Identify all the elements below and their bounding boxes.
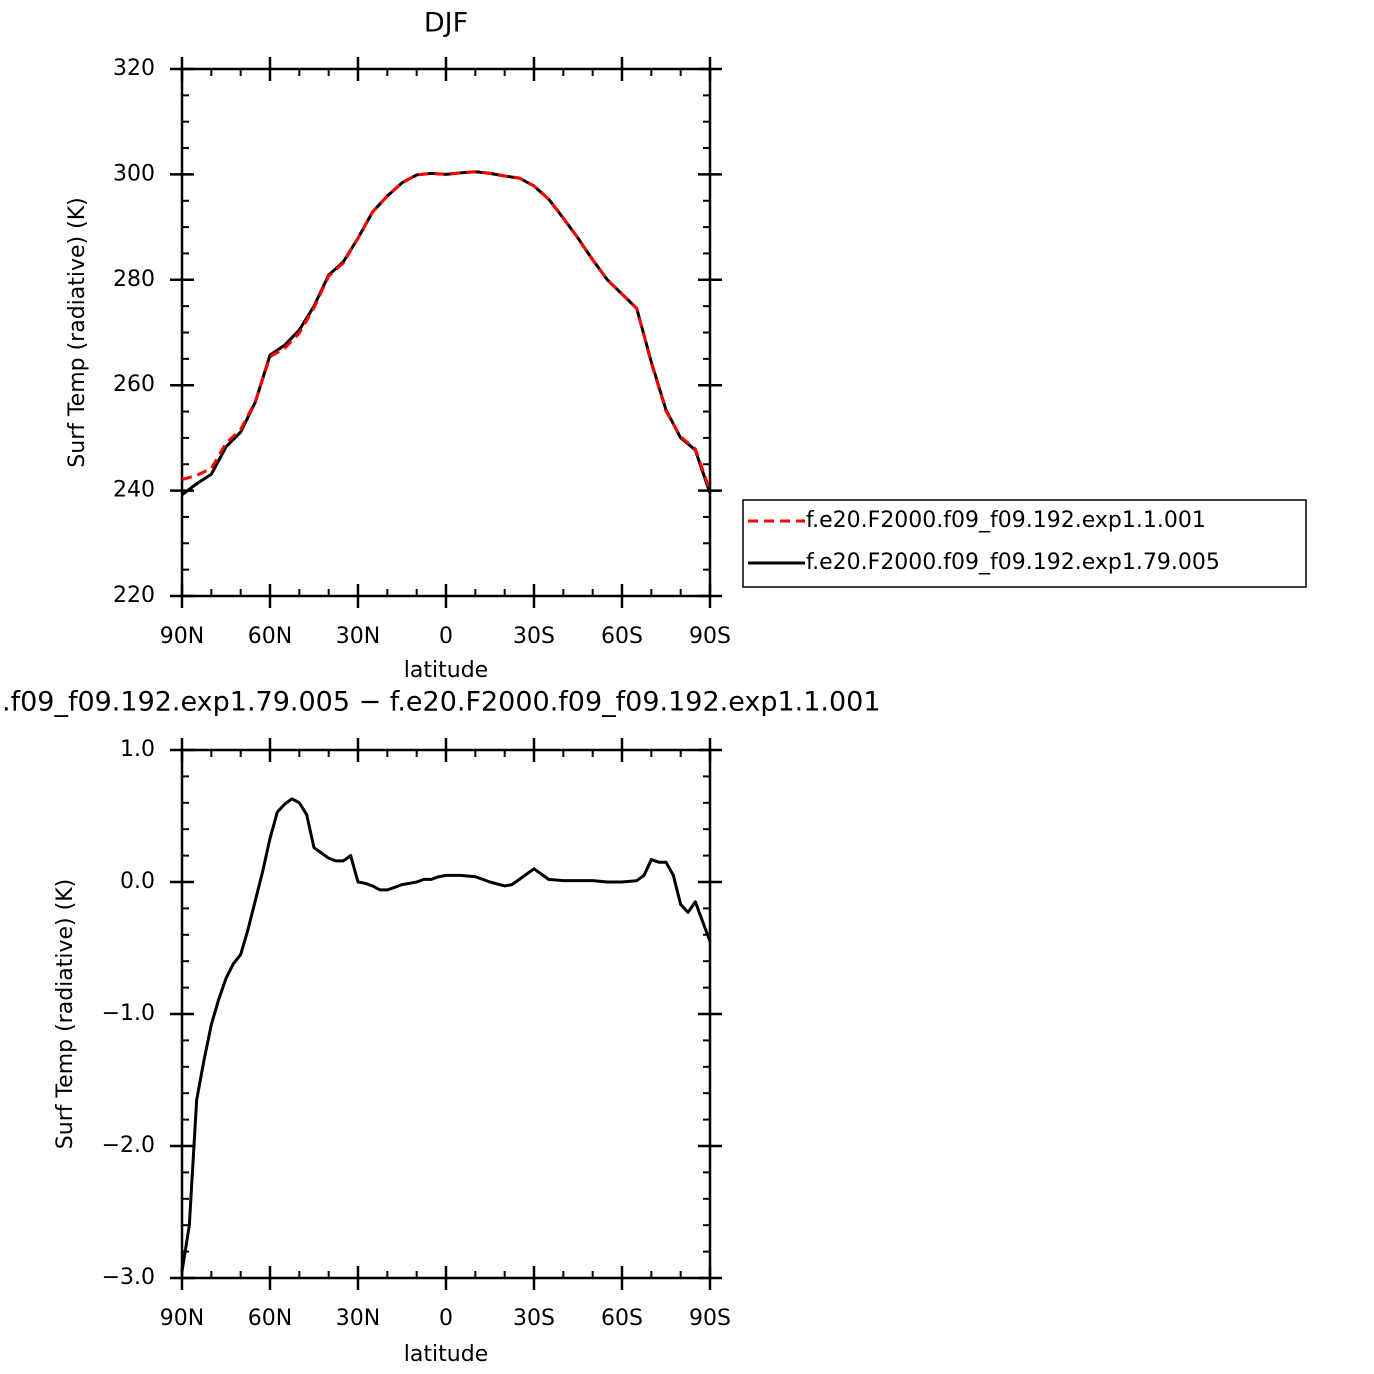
y-tick-label: 0.0 [120, 869, 155, 894]
legend-box [742, 499, 1307, 588]
plot-frame [180, 748, 712, 1280]
x-tick-label: 60S [601, 1306, 643, 1331]
y-tick-label: 260 [113, 372, 155, 397]
y-tick-label: 280 [113, 267, 155, 292]
y-tick-label: 300 [113, 161, 155, 186]
x-tick-label: 60N [248, 624, 292, 649]
data-line [180, 797, 712, 1272]
x-tick-label: 60N [248, 1306, 292, 1331]
y-tick-label: 220 [113, 583, 155, 608]
y-tick-label: 320 [113, 56, 155, 81]
y-tick-label: −2.0 [102, 1133, 155, 1158]
x-tick-label: 90S [689, 1306, 731, 1331]
x-tick-label: 90N [160, 624, 204, 649]
x-tick-label: 30N [336, 624, 380, 649]
x-tick-label: 60S [601, 624, 643, 649]
x-tick-label: 0 [439, 1306, 453, 1331]
x-tick-label: 30S [513, 624, 555, 649]
plot-frame [180, 67, 712, 598]
x-tick-label: 30S [513, 1306, 555, 1331]
chart-title: DJF [424, 8, 468, 39]
x-axis-label: latitude [404, 1342, 488, 1367]
y-axis-label: Surf Temp (radiative) (K) [53, 879, 78, 1149]
y-axis-label: Surf Temp (radiative) (K) [65, 197, 90, 467]
y-tick-label: −1.0 [102, 1001, 155, 1026]
data-line [181, 170, 712, 497]
y-tick-label: 1.0 [120, 737, 155, 762]
x-tick-label: 90N [160, 1306, 204, 1331]
y-tick-label: 240 [113, 478, 155, 503]
x-tick-label: 0 [439, 624, 453, 649]
y-tick-label: −3.0 [102, 1265, 155, 1290]
x-axis-label: latitude [404, 658, 488, 683]
data-line [181, 170, 712, 492]
chart-title: .f09_f09.192.exp1.79.005 − f.e20.F2000.f… [2, 687, 881, 718]
x-tick-label: 90S [689, 624, 731, 649]
legend-label: f.e20.F2000.f09_f09.192.exp1.1.001 [806, 508, 1206, 533]
x-tick-label: 30N [336, 1306, 380, 1331]
legend-label: f.e20.F2000.f09_f09.192.exp1.79.005 [806, 550, 1220, 575]
